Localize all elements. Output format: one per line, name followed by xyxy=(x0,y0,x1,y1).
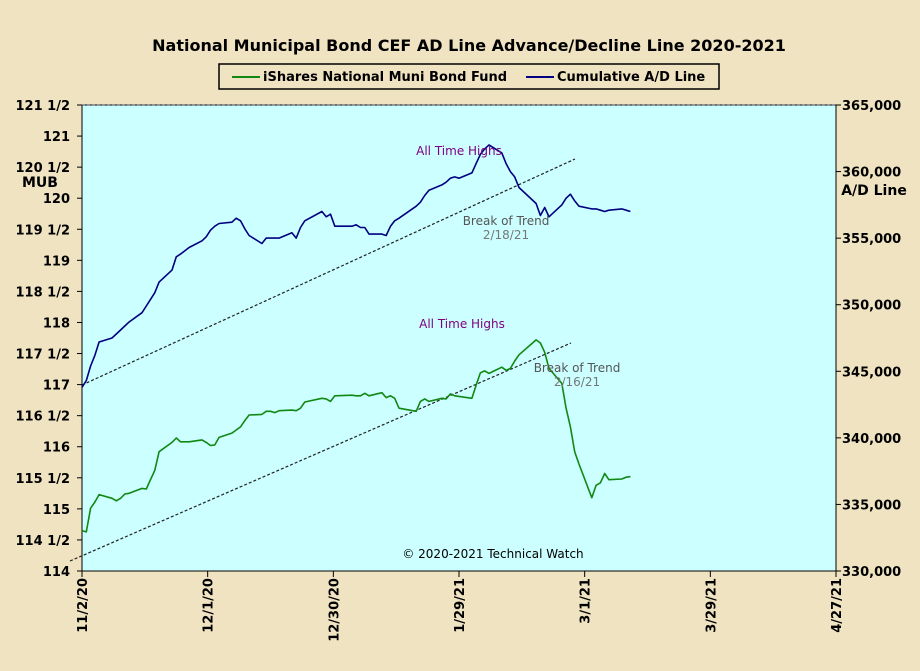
y-left-tick-label: 121 xyxy=(43,130,70,145)
y-right-tick-label: 345,000 xyxy=(842,365,901,380)
plot-area xyxy=(81,104,837,572)
ad-trend-line xyxy=(81,158,576,386)
legend: iShares National Muni Bond Fund Cumulati… xyxy=(218,63,720,90)
muni-break-label: Break of Trend xyxy=(534,361,621,375)
y-left-tick-label: 119 1/2 xyxy=(15,223,70,238)
y-right-tick-label: 330,000 xyxy=(842,565,901,580)
y-left-tick-label: 117 1/2 xyxy=(15,348,70,363)
y-right-tick-label: 335,000 xyxy=(842,498,901,513)
y-left-tick-label: 121 1/2 xyxy=(15,99,70,114)
y-left-tick-label: 118 1/2 xyxy=(15,285,70,300)
x-tick-label: 3/1/21 xyxy=(579,578,594,624)
y-right-tick-label: 360,000 xyxy=(842,166,901,181)
y-left-tick-label: 119 xyxy=(43,254,70,269)
y-left-tick-label: 116 1/2 xyxy=(15,410,70,425)
x-tick-label: 1/29/21 xyxy=(453,578,468,633)
ad-high-annotation: All Time Highs xyxy=(416,144,502,158)
y-axis-left: 114 114 1/2 115 115 1/2 116 116 1/2 117 117 1/2… xyxy=(15,99,82,580)
legend-label-ad: Cumulative A/D Line xyxy=(557,70,705,85)
muni-trend-line xyxy=(69,342,572,562)
muni-series-line xyxy=(81,339,631,533)
y-left-tick-label: 114 xyxy=(43,565,70,580)
series-layer xyxy=(81,144,631,533)
y-left-tick-label: 118 xyxy=(43,316,70,331)
y-right-tick-label: 350,000 xyxy=(842,299,901,314)
y-left-tick-label: 117 xyxy=(43,379,70,394)
x-tick-label: 11/2/20 xyxy=(76,578,91,633)
y-right-tick-label: 340,000 xyxy=(842,432,901,447)
x-tick-label: 12/30/20 xyxy=(327,578,342,642)
y-right-tick-label: 365,000 xyxy=(842,99,901,114)
copyright-note: © 2020-2021 Technical Watch xyxy=(402,547,583,561)
y-left-tick-label: 115 1/2 xyxy=(15,472,70,487)
legend-label-muni: iShares National Muni Bond Fund xyxy=(263,70,507,85)
y-left-tick-label: 116 xyxy=(43,441,70,456)
x-tick-label: 12/1/20 xyxy=(202,578,217,633)
y-axis-right-label: A/D Line xyxy=(841,183,907,199)
y-left-tick-label: 120 1/2 xyxy=(15,161,70,176)
x-tick-label: 3/29/21 xyxy=(704,578,719,633)
y-left-tick-label: 114 1/2 xyxy=(15,534,70,549)
y-left-tick-label: 120 xyxy=(43,192,70,207)
y-axis-right: 330,000 335,000 340,000 345,000 350,000 355,0… xyxy=(836,99,901,580)
muni-break-date: 2/16/21 xyxy=(554,375,600,389)
x-tick-label: 4/27/21 xyxy=(830,578,845,633)
ad-series-line xyxy=(81,144,631,388)
chart-title: National Municipal Bond CEF AD Line Adva… xyxy=(152,36,786,55)
ad-break-label: Break of Trend xyxy=(463,214,550,228)
y-axis-left-label: MUB xyxy=(22,175,58,191)
ad-break-date: 2/18/21 xyxy=(483,228,529,242)
muni-high-annotation: All Time Highs xyxy=(419,317,505,331)
y-left-tick-label: 115 xyxy=(43,503,70,518)
y-right-tick-label: 355,000 xyxy=(842,232,901,247)
legend-box xyxy=(218,63,720,90)
x-axis: 11/2/20 12/1/20 12/30/20 1/29/21 3/1/21 3/29/… xyxy=(76,571,845,642)
